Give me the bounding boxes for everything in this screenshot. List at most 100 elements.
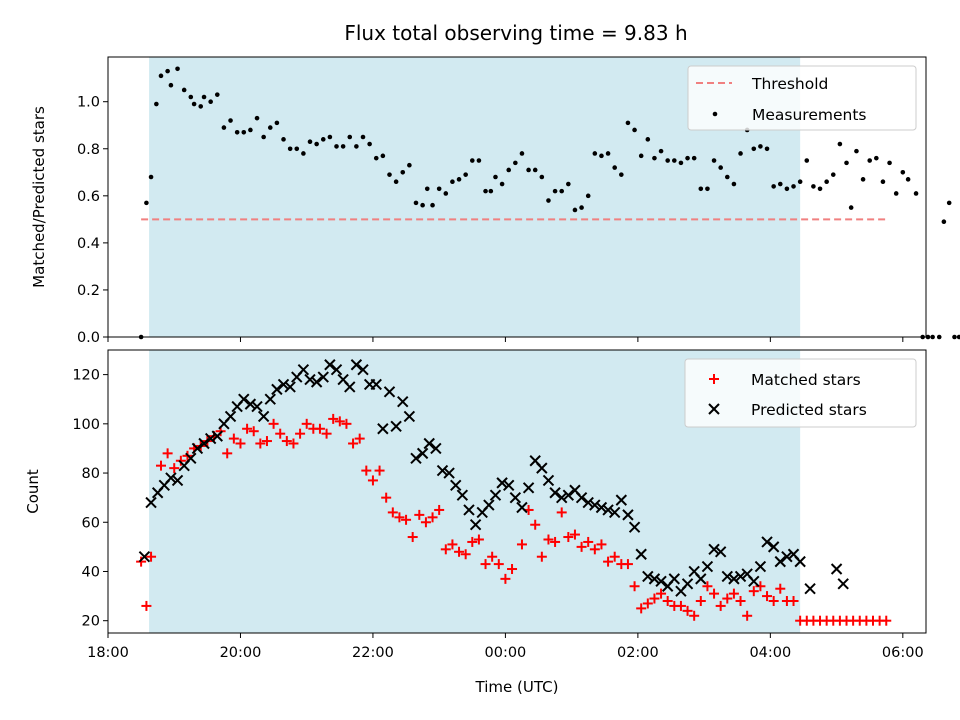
- data-point: [794, 555, 806, 568]
- data-point: [420, 517, 431, 528]
- data-point: [509, 491, 522, 504]
- y-tick-label: 0.0: [77, 330, 100, 346]
- data-point: [341, 418, 352, 429]
- data-point: [665, 158, 670, 163]
- data-point: [145, 496, 157, 509]
- data-point: [837, 141, 843, 147]
- y-tick-label: 0.4: [77, 236, 100, 252]
- legend-box: [684, 358, 917, 428]
- data-point: [742, 610, 753, 621]
- y-axis-ticks: 20 40 60 80 100 120: [72, 368, 108, 630]
- data-point: [463, 172, 468, 177]
- data-point: [244, 398, 257, 410]
- data-point: [532, 167, 538, 173]
- data-point: [483, 499, 495, 511]
- y-tick-label: 60: [82, 515, 100, 531]
- data-point: [257, 410, 270, 423]
- data-point: [268, 418, 279, 429]
- data-point: [622, 509, 634, 521]
- data-point: [367, 141, 372, 147]
- data-point: [662, 596, 673, 607]
- data-point: [549, 487, 561, 499]
- data-point: [162, 448, 173, 459]
- data-point: [248, 127, 253, 133]
- data-point: [146, 551, 157, 562]
- data-point: [228, 118, 233, 123]
- data-point: [675, 600, 686, 611]
- data-point: [728, 588, 739, 599]
- data-point: [261, 134, 266, 140]
- data-point: [880, 179, 886, 185]
- x-tick-label: 06:00: [882, 645, 924, 661]
- data-point: [536, 462, 548, 474]
- data-point: [636, 603, 647, 614]
- data-point: [767, 541, 780, 553]
- data-point: [582, 496, 594, 509]
- data-point: [695, 596, 706, 607]
- data-point: [844, 160, 849, 166]
- data-point: [685, 155, 690, 161]
- data-point: [374, 465, 385, 476]
- data-point: [330, 363, 343, 376]
- data-point: [348, 438, 359, 449]
- data-point: [487, 551, 498, 562]
- data-point: [370, 378, 382, 391]
- data-point: [221, 125, 227, 130]
- data-point: [569, 529, 580, 540]
- data-point: [788, 596, 799, 607]
- data-point: [543, 534, 554, 545]
- data-point: [722, 593, 733, 604]
- y-tick-label: 0.6: [77, 189, 100, 205]
- x-tick-label: 02:00: [617, 645, 659, 661]
- legend: Threshold Measurements: [687, 65, 917, 131]
- data-point: [211, 430, 223, 442]
- data-point: [941, 219, 947, 225]
- legend: Matched stars Predicted stars: [684, 358, 917, 428]
- data-point: [681, 578, 694, 590]
- data-point: [424, 186, 430, 192]
- data-point: [390, 420, 402, 432]
- data-point: [360, 134, 366, 140]
- data-point: [784, 186, 790, 192]
- data-point: [420, 202, 425, 208]
- data-point: [450, 479, 462, 492]
- data-point: [867, 158, 873, 163]
- data-point: [691, 155, 697, 161]
- data-point: [702, 581, 713, 592]
- data-point: [595, 501, 608, 514]
- data-point: [589, 544, 600, 555]
- data-point: [642, 570, 654, 583]
- data-point: [394, 512, 405, 523]
- data-point: [774, 555, 786, 568]
- chart-title: Flux total observing time = 9.83 h: [344, 21, 687, 45]
- data-point: [324, 359, 336, 371]
- data-point: [198, 437, 210, 450]
- data-point: [136, 556, 147, 567]
- data-point: [288, 438, 299, 449]
- data-point: [274, 120, 280, 126]
- data-point: [539, 174, 545, 180]
- data-point: [550, 536, 561, 547]
- data-point: [649, 593, 660, 604]
- data-point: [848, 205, 854, 210]
- data-point: [734, 570, 747, 583]
- data-point: [460, 549, 471, 560]
- predicted-stars-points: [138, 359, 849, 597]
- x-tick-label: 18:00: [87, 645, 129, 661]
- data-point: [602, 504, 614, 516]
- data-point: [201, 94, 207, 100]
- axes-frame: [107, 349, 927, 634]
- data-point: [874, 155, 879, 161]
- data-point: [350, 359, 363, 371]
- data-point: [513, 160, 518, 166]
- data-point: [295, 428, 306, 439]
- y-axis-ticks: 0.0 0.2 0.4 0.6 0.8 1.0: [77, 95, 108, 346]
- data-point: [222, 448, 233, 459]
- data-point: [628, 521, 641, 533]
- y-axis-label: Count: [24, 469, 42, 514]
- data-point: [881, 615, 892, 626]
- data-point: [893, 191, 899, 196]
- data-point: [758, 144, 763, 149]
- data-point: [410, 452, 422, 464]
